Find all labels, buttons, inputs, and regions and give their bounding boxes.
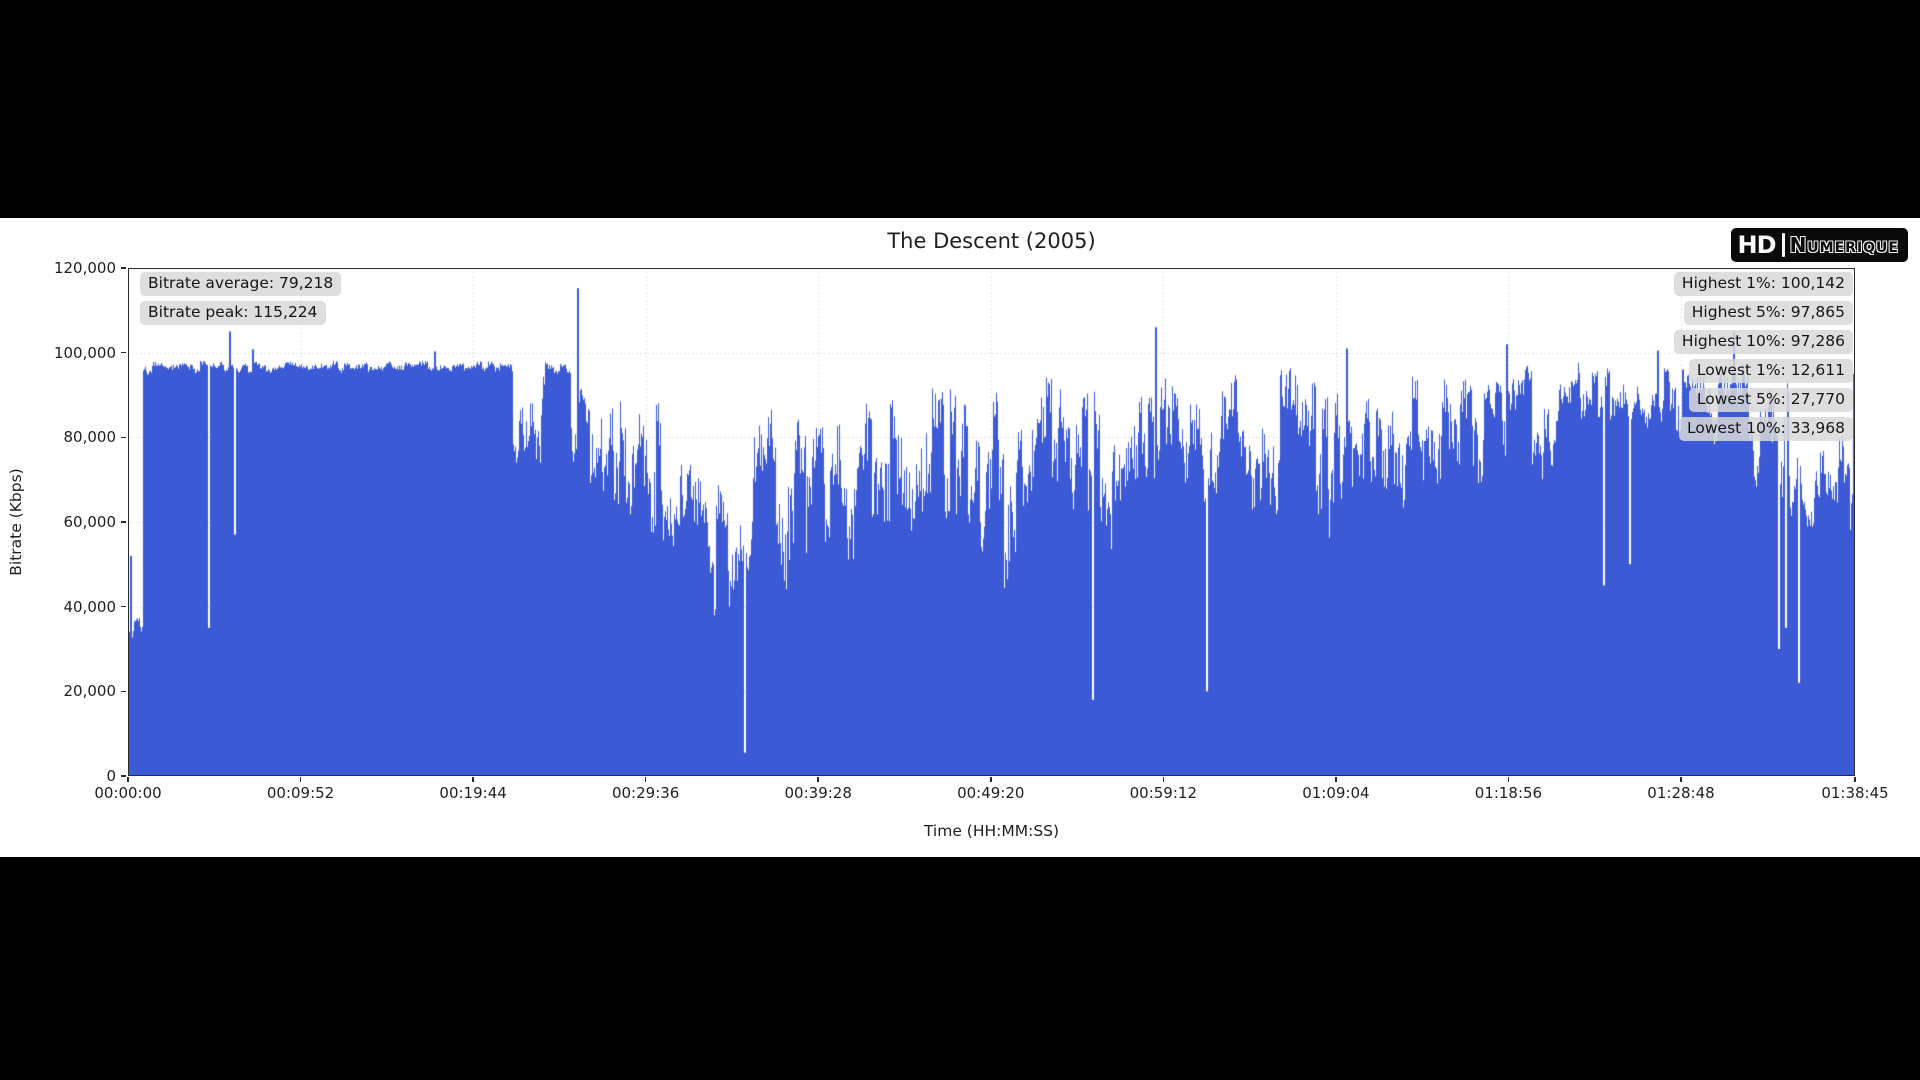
x-tick-mark bbox=[127, 777, 129, 782]
letterbox-bottom bbox=[0, 857, 1920, 1080]
stat-box-right: Lowest 5%: 27,770 bbox=[1688, 388, 1853, 412]
x-tick-label: 01:18:56 bbox=[1474, 784, 1543, 802]
y-tick-mark bbox=[121, 605, 126, 608]
x-tick-label: 00:59:12 bbox=[1129, 784, 1197, 802]
bitrate-area-chart bbox=[128, 268, 1855, 776]
x-tick-mark bbox=[644, 777, 647, 782]
y-tick-label: 40,000 bbox=[63, 597, 117, 616]
x-tick-mark bbox=[299, 777, 302, 782]
y-tick-label: 100,000 bbox=[53, 343, 116, 362]
y-tick-mark bbox=[121, 436, 126, 439]
y-tick-mark bbox=[121, 775, 126, 777]
x-tick-label: 00:00:00 bbox=[94, 784, 162, 802]
y-axis-label: Bitrate (Kbps) bbox=[7, 468, 25, 576]
stat-box-right: Lowest 10%: 33,968 bbox=[1679, 417, 1853, 441]
stat-box-left: Bitrate average: 79,218 bbox=[140, 272, 342, 296]
stats-left: Bitrate average: 79,218 Bitrate peak: 115… bbox=[140, 272, 342, 325]
y-tick-label: 20,000 bbox=[63, 682, 117, 701]
chart-title: The Descent (2005) bbox=[887, 229, 1096, 253]
x-tick-label: 00:49:20 bbox=[957, 784, 1025, 802]
stat-box-right: Highest 5%: 97,865 bbox=[1683, 301, 1853, 325]
x-tick-label: 00:09:52 bbox=[266, 784, 335, 802]
y-tick-label: 80,000 bbox=[63, 428, 117, 447]
y-tick-label: 0 bbox=[106, 767, 116, 785]
hdnumerique-logo: HD Numerique bbox=[1730, 228, 1908, 262]
x-axis-label: Time (HH:MM:SS) bbox=[923, 822, 1060, 840]
x-tick-mark bbox=[1680, 777, 1682, 782]
x-tick-mark bbox=[990, 777, 992, 782]
stat-box-right: Highest 1%: 100,142 bbox=[1673, 272, 1853, 296]
y-tick-mark bbox=[121, 267, 126, 269]
y-tick-mark bbox=[121, 351, 126, 354]
x-tick-label: 00:39:28 bbox=[784, 784, 852, 802]
x-tick-mark bbox=[817, 777, 819, 782]
x-tick-label: 00:19:44 bbox=[439, 784, 507, 802]
stat-box-right: Highest 10%: 97,286 bbox=[1673, 330, 1853, 354]
x-tick-mark bbox=[1507, 777, 1510, 782]
x-tick-mark bbox=[1335, 777, 1337, 782]
letterbox-top bbox=[0, 0, 1920, 218]
x-tick-mark bbox=[472, 777, 474, 782]
logo-divider bbox=[1781, 233, 1785, 257]
y-tick-label: 60,000 bbox=[63, 513, 117, 531]
x-tick-mark bbox=[1162, 777, 1165, 782]
y-tick-mark bbox=[121, 690, 126, 693]
logo-numerique-text: Numerique bbox=[1789, 233, 1899, 257]
stat-box-left: Bitrate peak: 115,224 bbox=[140, 301, 326, 325]
stat-box-right: Lowest 1%: 12,611 bbox=[1688, 359, 1853, 383]
stats-right: Highest 1%: 100,142 Highest 5%: 97,865 Hig… bbox=[1673, 272, 1853, 441]
x-tick-label: 01:09:04 bbox=[1302, 784, 1370, 802]
x-tick-label: 01:38:45 bbox=[1821, 784, 1889, 802]
y-tick-mark bbox=[121, 521, 126, 523]
x-tick-label: 00:29:36 bbox=[611, 784, 680, 802]
x-tick-mark bbox=[1854, 777, 1856, 782]
logo-hd-text: HD bbox=[1737, 231, 1777, 259]
y-tick-label: 120,000 bbox=[53, 259, 116, 277]
x-tick-label: 01:28:48 bbox=[1647, 784, 1715, 802]
